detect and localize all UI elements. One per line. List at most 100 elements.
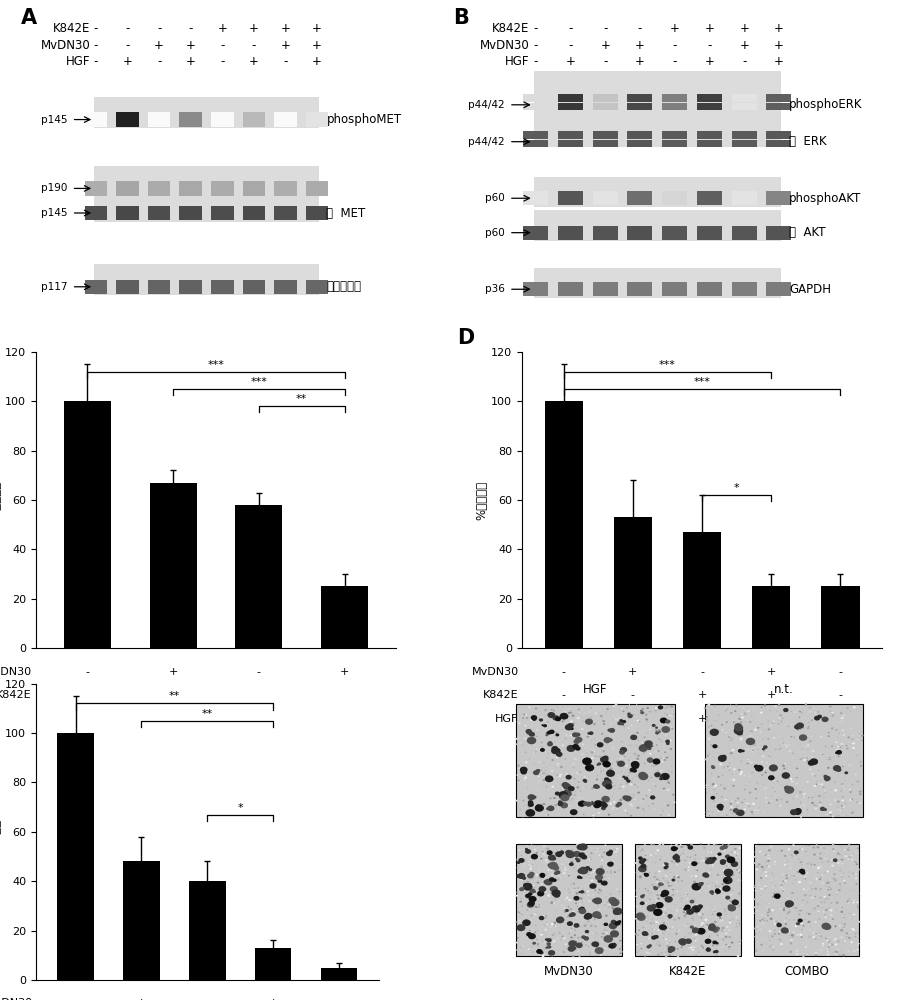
Circle shape [517, 774, 518, 776]
Circle shape [653, 886, 656, 888]
Circle shape [795, 712, 796, 713]
Circle shape [814, 716, 820, 721]
Text: -: - [568, 39, 572, 52]
Text: -: - [284, 55, 288, 68]
Circle shape [807, 744, 809, 746]
Circle shape [714, 911, 716, 912]
Circle shape [685, 883, 687, 884]
Circle shape [767, 860, 770, 862]
Circle shape [534, 849, 536, 851]
Circle shape [667, 882, 670, 884]
Circle shape [721, 903, 722, 904]
Circle shape [554, 925, 556, 927]
Circle shape [740, 940, 742, 942]
Circle shape [724, 798, 727, 801]
Circle shape [662, 707, 663, 708]
Circle shape [668, 727, 670, 729]
Circle shape [778, 898, 779, 899]
Circle shape [770, 880, 772, 881]
Circle shape [688, 866, 689, 868]
Circle shape [595, 712, 597, 714]
Circle shape [757, 903, 760, 905]
Circle shape [827, 937, 828, 938]
Circle shape [732, 874, 734, 876]
Circle shape [590, 926, 592, 927]
Circle shape [855, 913, 857, 915]
Circle shape [797, 737, 799, 739]
Circle shape [813, 879, 815, 881]
Circle shape [642, 808, 643, 809]
Circle shape [693, 881, 696, 883]
Circle shape [771, 949, 774, 951]
Circle shape [567, 916, 570, 918]
Bar [274, 112, 297, 127]
Circle shape [630, 784, 633, 785]
Circle shape [549, 730, 554, 734]
Circle shape [635, 745, 636, 746]
Circle shape [658, 750, 660, 752]
Circle shape [524, 883, 532, 889]
Circle shape [814, 775, 816, 777]
Circle shape [556, 866, 559, 868]
Circle shape [556, 917, 564, 923]
Circle shape [616, 848, 618, 850]
Bar [523, 140, 548, 147]
Circle shape [840, 863, 842, 865]
Text: K842E: K842E [492, 22, 529, 35]
Circle shape [654, 764, 657, 766]
Circle shape [536, 852, 538, 854]
Circle shape [517, 924, 526, 931]
Circle shape [688, 947, 689, 949]
Circle shape [549, 797, 552, 799]
Circle shape [818, 770, 820, 772]
Circle shape [689, 947, 692, 949]
Circle shape [566, 773, 568, 775]
Circle shape [717, 852, 722, 856]
Circle shape [644, 873, 649, 877]
Circle shape [776, 929, 777, 931]
Circle shape [763, 768, 766, 770]
Text: p36: p36 [485, 284, 505, 294]
Circle shape [708, 872, 710, 873]
Circle shape [593, 915, 595, 917]
Circle shape [682, 954, 685, 956]
Circle shape [537, 768, 539, 770]
Circle shape [737, 901, 739, 902]
Bar [235, 505, 283, 648]
Circle shape [816, 846, 819, 848]
Circle shape [786, 793, 788, 795]
Circle shape [601, 803, 608, 808]
Circle shape [562, 951, 565, 953]
Circle shape [779, 882, 780, 883]
Circle shape [810, 925, 812, 928]
Circle shape [717, 814, 720, 816]
Circle shape [807, 760, 815, 766]
Circle shape [583, 757, 586, 759]
Circle shape [834, 914, 835, 915]
Circle shape [632, 714, 634, 716]
Circle shape [857, 905, 860, 907]
Circle shape [806, 748, 809, 750]
Circle shape [786, 801, 788, 803]
Circle shape [800, 861, 803, 863]
Circle shape [705, 949, 707, 951]
Circle shape [551, 709, 553, 710]
Circle shape [544, 929, 547, 931]
Circle shape [724, 757, 726, 759]
Circle shape [520, 851, 522, 853]
Circle shape [666, 874, 669, 876]
Circle shape [744, 710, 746, 711]
Circle shape [677, 891, 679, 892]
Circle shape [840, 874, 842, 876]
Circle shape [662, 933, 663, 934]
Circle shape [803, 793, 806, 795]
Circle shape [719, 935, 723, 937]
Circle shape [795, 907, 797, 909]
Circle shape [858, 848, 859, 849]
Circle shape [836, 768, 842, 772]
Circle shape [754, 856, 757, 858]
Circle shape [569, 946, 571, 947]
Circle shape [700, 945, 703, 947]
Circle shape [754, 913, 755, 914]
Circle shape [780, 850, 783, 852]
